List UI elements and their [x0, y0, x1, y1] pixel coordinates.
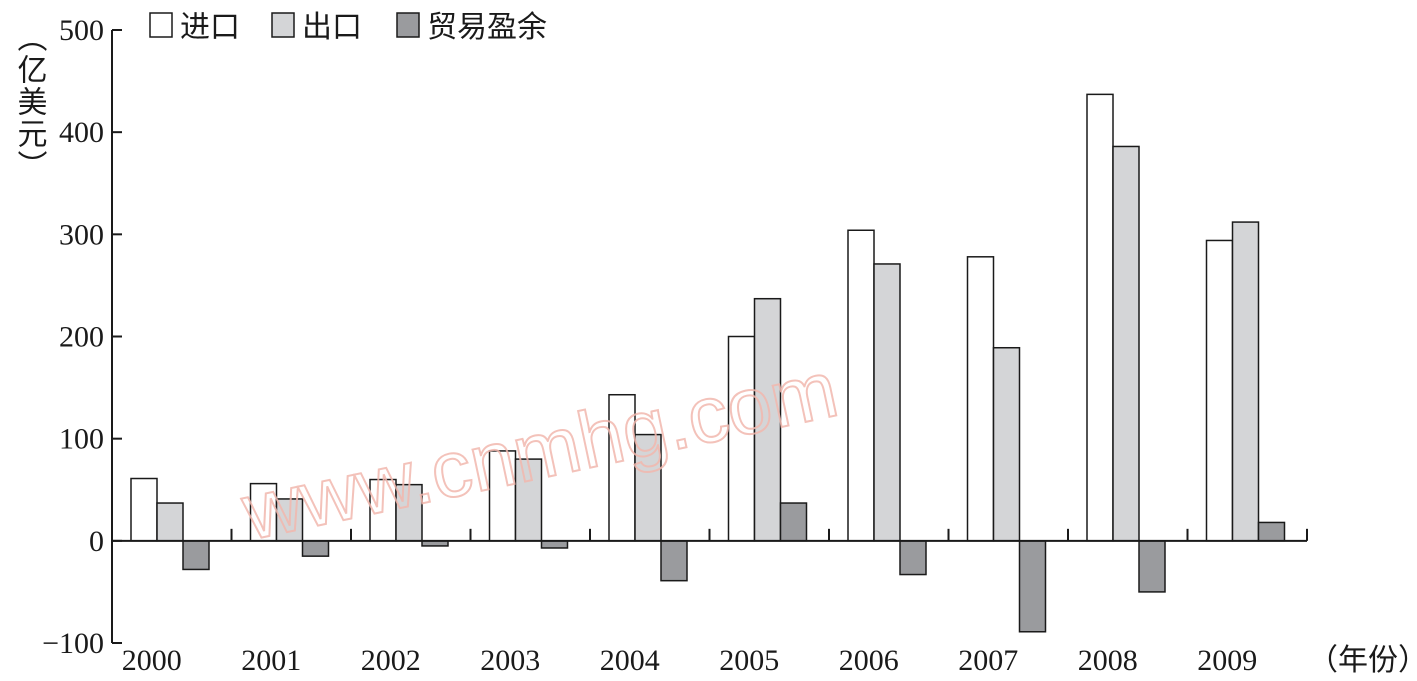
bar-出口-2006	[873, 263, 901, 542]
x-tick-label: 2003	[480, 644, 540, 677]
legend-swatch-出口	[271, 12, 295, 38]
bar-贸易盈余-2006	[899, 540, 927, 576]
bar-进口-2006	[847, 229, 875, 542]
x-tick-label: 2002	[361, 644, 421, 677]
legend-swatch-贸易盈余	[396, 12, 420, 38]
legend-label-出口: 出口	[302, 10, 362, 45]
bar-贸易盈余-2004	[660, 540, 688, 582]
legend-swatch-进口	[149, 12, 173, 38]
x-tick-label: 2006	[839, 644, 899, 677]
x-tick-label: 2000	[122, 644, 182, 677]
y-tick-label: 500	[59, 14, 104, 47]
bar-贸易盈余-2009	[1257, 521, 1286, 542]
bar-进口-2000	[130, 477, 158, 542]
bar-出口-2008	[1112, 145, 1140, 542]
bar-贸易盈余-2008	[1138, 540, 1166, 593]
y-tick-label: 200	[59, 321, 104, 354]
bar-进口-2002	[369, 478, 397, 542]
bar-进口-2007	[966, 256, 995, 542]
bar-出口-2004	[634, 433, 662, 542]
x-axis-label: （年份）	[1308, 643, 1417, 678]
bar-出口-2005	[753, 297, 782, 542]
axes-layer: −100 0 100 200 300 400 500 2000 2001 2002 2003 2004…	[42, 14, 1308, 677]
bar-进口-2008	[1086, 93, 1114, 542]
y-tick-label: 100	[59, 423, 104, 456]
x-tick-label: 2008	[1078, 644, 1138, 677]
x-tick-label: 2001	[241, 644, 301, 677]
bar-贸易盈余-2007	[1018, 540, 1047, 633]
bar-出口-2000	[156, 502, 184, 542]
bars-layer	[130, 93, 1286, 633]
y-tick-label: −100	[42, 627, 104, 660]
bar-出口-2007	[992, 346, 1021, 542]
legend: 进口 出口 贸易盈余	[149, 10, 547, 45]
y-axis-label: （亿美元）	[12, 22, 48, 182]
bar-贸易盈余-2003	[540, 540, 569, 549]
x-tick-label: 2009	[1197, 644, 1257, 677]
bar-贸易盈余-2000	[182, 540, 210, 571]
y-axis-label-text: （亿美元）	[12, 22, 48, 182]
bar-进口-2009	[1205, 239, 1234, 542]
legend-label-进口: 进口	[180, 10, 240, 45]
y-tick-label: 300	[59, 218, 104, 251]
x-tick-label: 2007	[958, 644, 1018, 677]
x-tick-label: 2005	[719, 644, 779, 677]
legend-label-贸易盈余: 贸易盈余	[427, 10, 547, 45]
bar-贸易盈余-2005	[779, 502, 808, 542]
y-tick-label: 400	[59, 116, 104, 149]
y-tick-label: 0	[89, 525, 104, 558]
x-tick-label: 2004	[600, 644, 660, 677]
bar-出口-2009	[1231, 221, 1260, 542]
